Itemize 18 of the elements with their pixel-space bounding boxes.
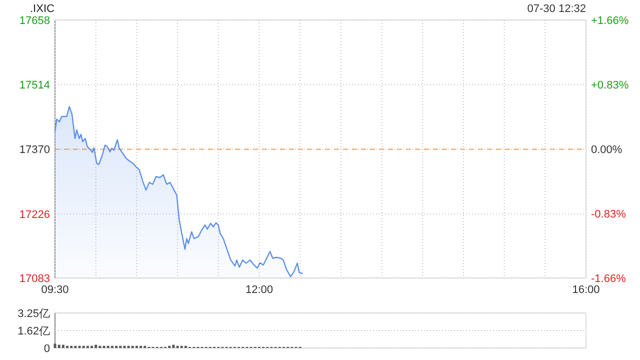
y-tick-label: 17226 bbox=[19, 208, 50, 221]
y2-tick-label: +1.66% bbox=[591, 15, 629, 27]
y-tick-label: 17514 bbox=[19, 80, 50, 92]
y2-tick-label: 0.00% bbox=[591, 144, 622, 156]
x-tick-label: 09:30 bbox=[41, 284, 69, 296]
x-tick-label: 12:00 bbox=[245, 284, 273, 296]
y-tick-label: 17658 bbox=[19, 15, 50, 27]
chart-title: .IXIC bbox=[30, 3, 55, 15]
y-tick-label: 17083 bbox=[19, 273, 50, 285]
y2-tick-label: -0.83% bbox=[591, 208, 626, 220]
text: 07-30 12:32 bbox=[527, 3, 586, 15]
y-tick-label: 3.25亿 bbox=[18, 308, 50, 320]
x-tick-label: 16:00 bbox=[572, 284, 600, 296]
y-tick-label: 17370 bbox=[19, 144, 50, 156]
y-tick-label: 0 bbox=[44, 343, 50, 355]
y-tick-label: 1.62亿 bbox=[18, 326, 50, 338]
y2-tick-label: +0.83% bbox=[591, 80, 629, 92]
y2-tick-label: -1.66% bbox=[591, 273, 626, 285]
